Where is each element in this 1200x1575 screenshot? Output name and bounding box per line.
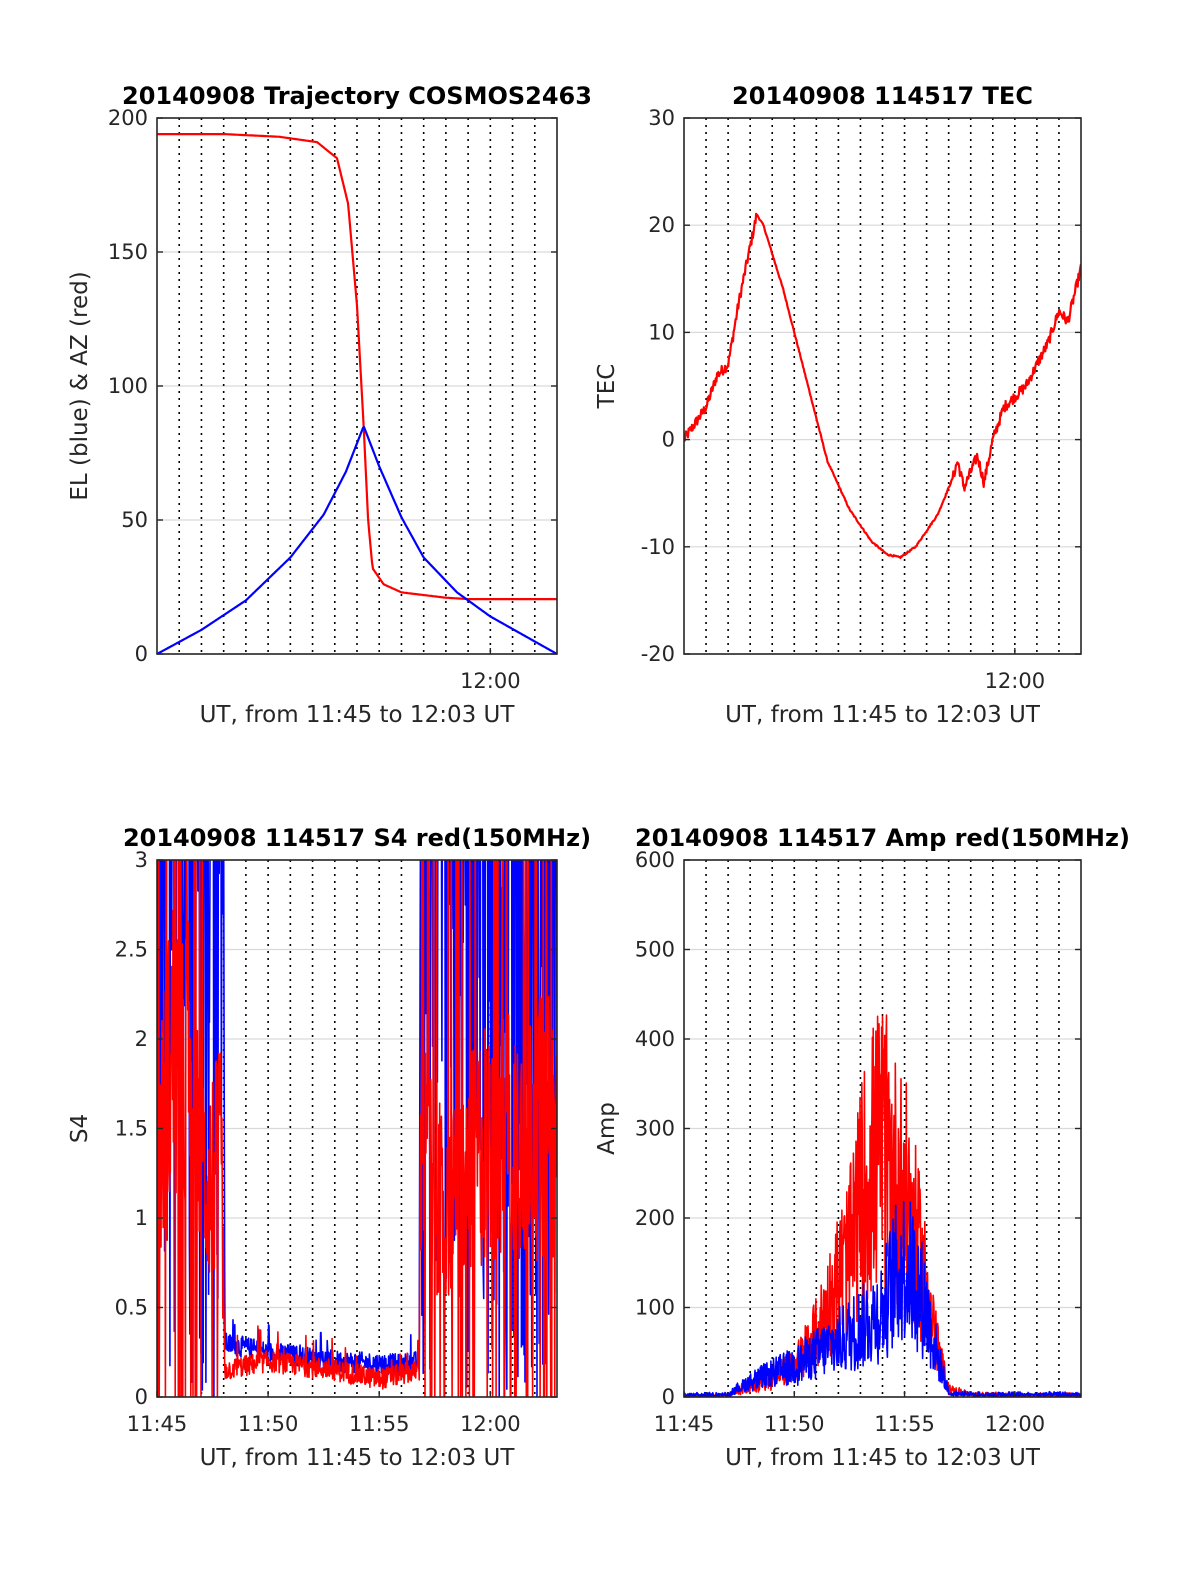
x-tick-label: 12:00 (985, 669, 1046, 693)
x-tick-label: 11:45 (127, 1412, 188, 1436)
series-line-blue (157, 426, 557, 654)
series-line-red (157, 860, 557, 1397)
trajectory-chart: 0 50 100 150 200 12:00 20140908 Trajectory COS… (67, 82, 592, 728)
series-group (157, 133, 557, 654)
y-tick-label: 0 (135, 1385, 148, 1409)
x-tick-label: 12:00 (460, 1412, 521, 1436)
x-tick-label: 11:50 (764, 1412, 825, 1436)
y-tick-label: 1 (135, 1206, 148, 1230)
y-tick-label: 30 (648, 106, 675, 130)
chart-title: 20140908 114517 Amp red(150MHz) (635, 824, 1130, 852)
series-group (684, 212, 1081, 560)
y-axis-label: TEC (594, 364, 620, 410)
y-tick-label: 300 (635, 1117, 675, 1141)
x-tick-label: 11:55 (874, 1412, 935, 1436)
y-tick-label: 10 (648, 320, 675, 344)
y-tick-label: 0 (662, 428, 675, 452)
y-tick-label: 1.5 (115, 1117, 148, 1141)
x-tick-label: 12:00 (985, 1412, 1046, 1436)
amp-chart: 0 100 200 300 400 500 600 11:45 11:50 11:55 12:00 2… (594, 824, 1130, 1471)
y-axis-label: S4 (67, 1114, 93, 1143)
y-tick-label: 200 (108, 106, 148, 130)
y-tick-label: 600 (635, 848, 675, 872)
y-tick-label: 400 (635, 1027, 675, 1051)
y-tick-label: 20 (648, 213, 675, 237)
y-tick-label: 0 (662, 1385, 675, 1409)
series-line-red (157, 133, 557, 601)
axes-box (683, 117, 1082, 655)
y-tick-label: 3 (135, 848, 148, 872)
y-tick-label: 100 (635, 1296, 675, 1320)
x-axis-label: UT, from 11:45 to 12:03 UT (200, 702, 516, 728)
series-line-red (684, 212, 1081, 560)
y-tick-label: -10 (641, 535, 675, 559)
y-tick-label: 150 (108, 240, 148, 264)
y-axis-label: EL (blue) & AZ (red) (67, 271, 93, 500)
tec-chart: -20 -10 0 10 20 30 12:00 20140908 114517 TEC UT,… (594, 82, 1082, 728)
x-axis-label: UT, from 11:45 to 12:03 UT (725, 702, 1041, 728)
x-axis-label: UT, from 11:45 to 12:03 UT (725, 1445, 1041, 1471)
y-tick-label: -20 (641, 642, 675, 666)
y-tick-label: 500 (635, 938, 675, 962)
y-tick-label: 2.5 (115, 938, 148, 962)
x-tick-label: 11:55 (349, 1412, 410, 1436)
y-tick-label: 0.5 (115, 1296, 148, 1320)
y-tick-label: 2 (135, 1027, 148, 1051)
x-tick-label: 11:50 (238, 1412, 299, 1436)
chart-title: 20140908 Trajectory COSMOS2463 (122, 82, 592, 110)
series-group (157, 860, 557, 1397)
x-axis-label: UT, from 11:45 to 12:03 UT (200, 1445, 516, 1471)
y-tick-label: 0 (135, 642, 148, 666)
x-tick-label: 11:45 (654, 1412, 715, 1436)
chart-title: 20140908 114517 S4 red(150MHz) (123, 824, 591, 852)
s4-chart: 0 0.5 1 1.5 2 2.5 3 11:45 11:50 11:55 12:00 2014090… (67, 824, 591, 1471)
y-tick-label: 200 (635, 1206, 675, 1230)
chart-title: 20140908 114517 TEC (732, 82, 1033, 110)
y-tick-label: 100 (108, 374, 148, 398)
y-axis-label: Amp (594, 1102, 620, 1155)
x-tick-label: 12:00 (460, 669, 521, 693)
y-tick-label: 50 (121, 508, 148, 532)
